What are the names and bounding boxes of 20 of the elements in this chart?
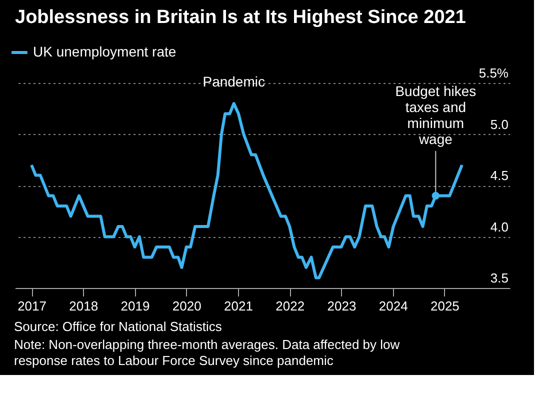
x-tick-label: 2019 <box>120 298 150 314</box>
source-note: Source: Office for National Statistics <box>14 319 222 334</box>
y-tick-label: 5.5% <box>478 66 509 80</box>
x-tick-label: 2017 <box>18 298 46 314</box>
annotation: Budget hikes taxes and minimum wage <box>395 83 476 147</box>
x-tick-label: 2024 <box>378 298 408 314</box>
x-tick-label: 2025 <box>430 298 460 314</box>
x-tick-label: 2020 <box>172 298 202 314</box>
legend-label: UK unemployment rate <box>33 44 176 60</box>
x-tick-label: 2022 <box>276 298 305 314</box>
x-tick-label: 2023 <box>327 298 356 314</box>
y-tick-label: 4.5 <box>490 168 508 183</box>
y-tick-label: 4.0 <box>490 219 508 234</box>
y-tick-label: 5.0 <box>490 116 508 132</box>
chart-title: Joblessness in Britain Is at Its Highest Since 2021 <box>15 7 466 28</box>
y-tick-label: 3.5 <box>490 270 508 286</box>
text: Note: Non-overlapping three-month averages. Data affected by low response rates to Labour Force Survey since pandemic <box>14 337 400 368</box>
x-tick-label: 2018 <box>69 298 98 314</box>
x-tick-label: 2021 <box>224 298 253 314</box>
annotation: Pandemic <box>202 74 265 90</box>
